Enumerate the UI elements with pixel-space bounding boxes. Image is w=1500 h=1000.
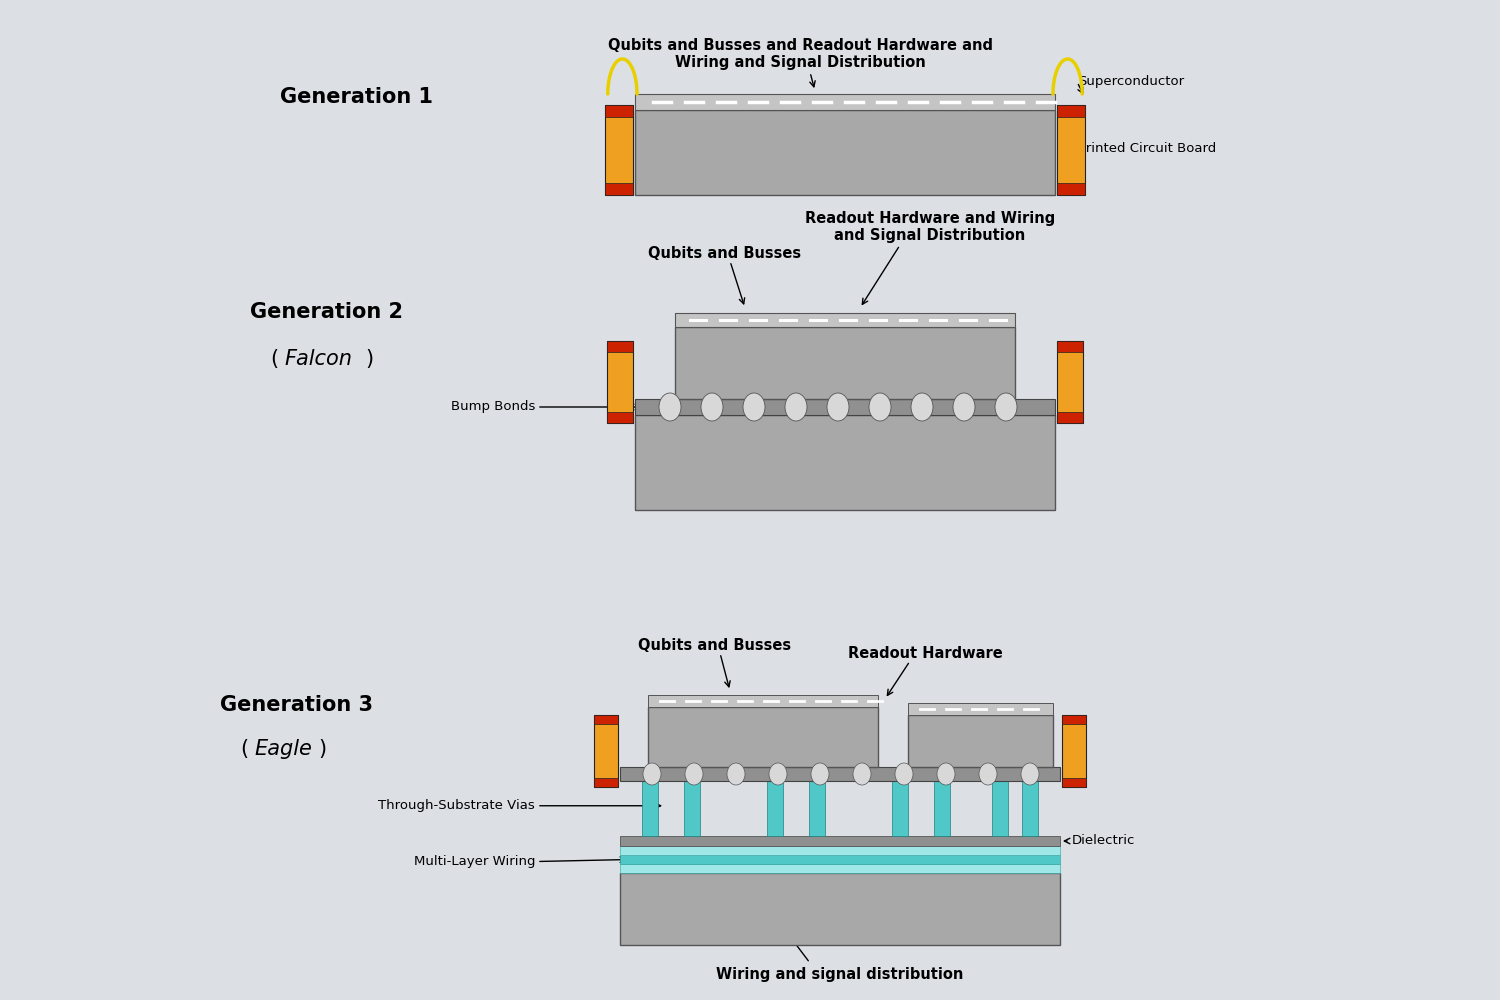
Bar bbox=[604, 105, 633, 117]
Text: Qubits and Busses: Qubits and Busses bbox=[639, 638, 792, 653]
Bar bbox=[1022, 781, 1038, 836]
Bar bbox=[675, 313, 1016, 327]
Bar bbox=[620, 864, 1060, 873]
Bar bbox=[1058, 341, 1083, 423]
Text: Falcon: Falcon bbox=[284, 349, 352, 369]
Bar bbox=[634, 399, 1054, 415]
Ellipse shape bbox=[658, 393, 681, 421]
Bar bbox=[634, 110, 1054, 195]
Text: Qubits and Busses and Readout Hardware and
Wiring and Signal Distribution: Qubits and Busses and Readout Hardware a… bbox=[608, 38, 993, 70]
Text: ): ) bbox=[364, 349, 374, 369]
Ellipse shape bbox=[952, 393, 975, 421]
Bar bbox=[766, 781, 783, 836]
Text: Wiring and signal distribution: Wiring and signal distribution bbox=[717, 967, 963, 982]
Bar bbox=[1058, 412, 1083, 423]
Bar bbox=[1058, 183, 1084, 195]
Ellipse shape bbox=[896, 763, 914, 785]
Bar bbox=[594, 778, 618, 787]
Ellipse shape bbox=[644, 763, 662, 785]
Bar bbox=[604, 183, 633, 195]
Bar bbox=[892, 781, 908, 836]
Bar bbox=[992, 781, 1008, 836]
Text: ): ) bbox=[318, 739, 326, 759]
Bar bbox=[684, 781, 700, 836]
Ellipse shape bbox=[910, 393, 933, 421]
Bar bbox=[648, 695, 878, 707]
Text: Generation 2: Generation 2 bbox=[251, 302, 404, 322]
Text: Generation 3: Generation 3 bbox=[220, 695, 374, 715]
Bar bbox=[608, 412, 633, 423]
Bar bbox=[1058, 341, 1083, 352]
Bar bbox=[620, 855, 1060, 864]
Bar bbox=[1058, 105, 1084, 195]
Ellipse shape bbox=[770, 763, 788, 785]
Bar bbox=[594, 715, 618, 787]
Text: Readout Hardware: Readout Hardware bbox=[847, 646, 1002, 661]
Ellipse shape bbox=[1022, 763, 1040, 785]
Ellipse shape bbox=[784, 393, 807, 421]
Ellipse shape bbox=[853, 763, 871, 785]
Ellipse shape bbox=[868, 393, 891, 421]
Bar bbox=[1062, 715, 1086, 787]
Bar bbox=[908, 703, 1053, 715]
Bar bbox=[620, 767, 1060, 781]
Bar bbox=[1058, 105, 1084, 117]
Text: Eagle: Eagle bbox=[254, 739, 312, 759]
Ellipse shape bbox=[686, 763, 703, 785]
Bar bbox=[620, 873, 1060, 945]
Text: Printed Circuit Board: Printed Circuit Board bbox=[1078, 141, 1216, 154]
Bar bbox=[634, 415, 1054, 510]
Ellipse shape bbox=[742, 393, 765, 421]
Bar bbox=[1062, 778, 1086, 787]
Ellipse shape bbox=[980, 763, 998, 785]
Text: Superconductor: Superconductor bbox=[1078, 76, 1184, 89]
Text: (: ( bbox=[270, 349, 278, 369]
Text: Qubits and Busses: Qubits and Busses bbox=[648, 246, 801, 261]
Text: Bump Bonds: Bump Bonds bbox=[450, 400, 536, 413]
Text: Dielectric: Dielectric bbox=[1072, 834, 1136, 848]
Text: Readout Hardware and Wiring
and Signal Distribution: Readout Hardware and Wiring and Signal D… bbox=[806, 211, 1054, 243]
Ellipse shape bbox=[812, 763, 830, 785]
Ellipse shape bbox=[700, 393, 723, 421]
Bar bbox=[1062, 715, 1086, 724]
Bar bbox=[648, 707, 878, 767]
Ellipse shape bbox=[938, 763, 956, 785]
Ellipse shape bbox=[994, 393, 1017, 421]
Text: Multi-Layer Wiring: Multi-Layer Wiring bbox=[414, 855, 536, 868]
Bar bbox=[608, 341, 633, 352]
Text: Generation 1: Generation 1 bbox=[280, 87, 434, 107]
Ellipse shape bbox=[728, 763, 746, 785]
Bar bbox=[642, 781, 658, 836]
Text: (: ( bbox=[240, 739, 248, 759]
Bar bbox=[608, 341, 633, 423]
Bar bbox=[908, 715, 1053, 767]
Text: Through-Substrate Vias: Through-Substrate Vias bbox=[378, 799, 536, 812]
Bar bbox=[634, 94, 1054, 110]
Bar bbox=[808, 781, 825, 836]
Bar bbox=[934, 781, 950, 836]
Bar bbox=[620, 836, 1060, 846]
Bar bbox=[620, 846, 1060, 855]
Ellipse shape bbox=[827, 393, 849, 421]
Bar bbox=[594, 715, 618, 724]
Bar bbox=[675, 327, 1016, 399]
Bar bbox=[604, 105, 633, 195]
